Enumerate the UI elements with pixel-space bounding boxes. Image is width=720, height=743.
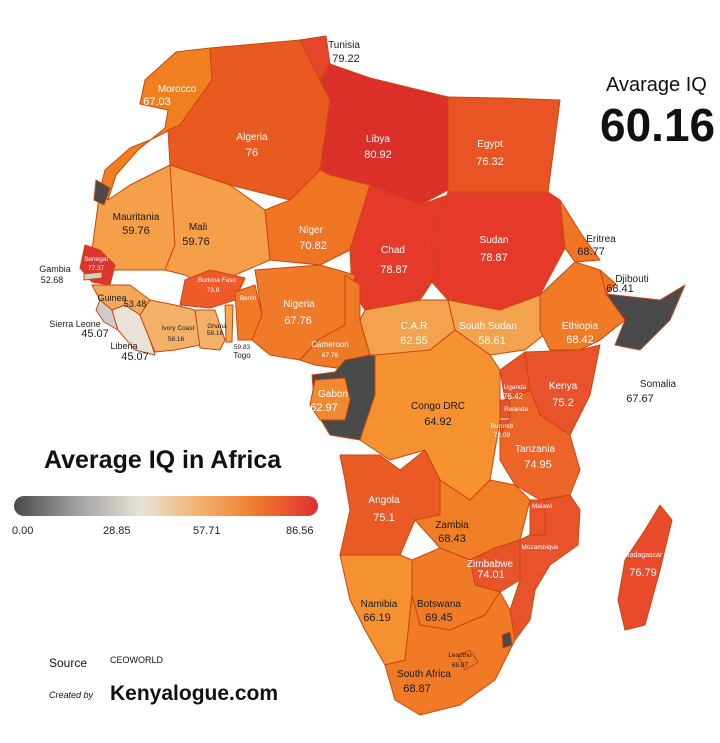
country-eritrea bbox=[559, 199, 601, 263]
color-scale-bar bbox=[14, 496, 318, 516]
scale-label-max: 86.56 bbox=[286, 525, 314, 537]
label-libya: Libya 80.92 bbox=[364, 134, 392, 161]
label-sudan: Sudan 78.87 bbox=[480, 235, 509, 264]
label-benin: Benin bbox=[240, 295, 257, 302]
country-chad bbox=[349, 184, 449, 311]
label-malawi: Malawi bbox=[532, 503, 552, 510]
country-sierra-leone bbox=[95, 299, 119, 331]
label-rwanda: Rwanda bbox=[504, 406, 528, 413]
country-somalia bbox=[605, 284, 686, 351]
label-niger: Niger 70.82 bbox=[299, 225, 327, 252]
country-cameroon bbox=[299, 274, 371, 371]
source-label: Source bbox=[49, 656, 88, 670]
label-kenya: Kenya 75.2 bbox=[549, 381, 578, 409]
scale-label-q2: 57.71 bbox=[193, 525, 221, 537]
label-ghana: Ghana 58.16 bbox=[207, 323, 227, 337]
country-south-africa bbox=[384, 591, 516, 716]
label-mozambique: Mozambique bbox=[521, 544, 559, 551]
label-mali: Mali 59.76 bbox=[182, 222, 210, 248]
country-gabon bbox=[309, 377, 351, 421]
label-madagascar: Madagascar 76.79 bbox=[624, 552, 663, 579]
label-uganda: Uganda 76.42 bbox=[503, 384, 527, 401]
average-iq-title: Avarage IQ bbox=[606, 74, 707, 96]
country-no-data-eswatini bbox=[501, 631, 513, 649]
label-congo-drc: Congo DRC 64.92 bbox=[411, 401, 465, 428]
scale-label-q1: 28.85 bbox=[103, 525, 131, 537]
label-gambia: Gambia 52.68 bbox=[39, 264, 71, 285]
label-south-sudan: South Sudan 58.61 bbox=[459, 321, 517, 347]
credit-value: Kenyalogue.com bbox=[110, 682, 279, 705]
country-madagascar bbox=[617, 504, 673, 631]
label-djibouti: Djibouti 68.41 bbox=[606, 274, 648, 295]
label-togo: 59.83 Togo bbox=[233, 344, 251, 360]
label-burundi: Burundi 72.09 bbox=[491, 423, 513, 439]
label-tunisia: Tunisia 79.22 bbox=[328, 40, 360, 65]
label-angola: Angola 75.1 bbox=[368, 495, 400, 524]
label-gabon: Gabon 62.97 bbox=[310, 389, 348, 414]
country-liberia bbox=[111, 304, 156, 356]
source-value: CEOWORLD bbox=[110, 655, 164, 665]
label-ivory-coast: Ivory Coast 58.16 bbox=[162, 325, 195, 343]
label-tanzania: Tanzania 74.95 bbox=[515, 444, 555, 471]
label-algeria: Algeria 76 bbox=[236, 132, 268, 159]
label-car: C.A.R 62.55 bbox=[400, 321, 428, 347]
label-lesotho: Lesotho 68.87 bbox=[448, 652, 472, 669]
credit-label: Created by bbox=[49, 690, 94, 700]
country-togo bbox=[224, 304, 234, 343]
country-ghana bbox=[194, 309, 226, 351]
label-botswana: Botswana 69.45 bbox=[417, 599, 461, 624]
label-sierra-leone: Sierra Leone 45.07 bbox=[49, 319, 109, 340]
country-egypt bbox=[447, 96, 561, 193]
average-iq-value: 60.16 bbox=[600, 99, 716, 151]
label-egypt: Egypt 76.32 bbox=[476, 139, 504, 168]
label-nigeria: Nigeria 67.76 bbox=[283, 299, 315, 327]
country-mozambique bbox=[509, 494, 581, 641]
label-chad: Chad 78.87 bbox=[380, 245, 408, 276]
map-title: Average IQ in Africa bbox=[44, 446, 282, 474]
label-senegal: Senegal 77.37 bbox=[84, 256, 108, 272]
country-gambia bbox=[83, 271, 103, 281]
country-lesotho bbox=[457, 649, 479, 671]
label-zimbabwe: Zimbabwe 74.01 bbox=[467, 559, 514, 581]
country-ivory-coast bbox=[139, 299, 201, 353]
label-guinea: Guinea 53.48 bbox=[97, 293, 146, 309]
label-morocco: Morocco 67.03 bbox=[143, 84, 196, 108]
country-namibia bbox=[339, 554, 413, 666]
label-liberia: Liberia 45.07 bbox=[110, 341, 148, 363]
label-somalia: Somalia 67.67 bbox=[626, 379, 676, 405]
country-ethiopia bbox=[539, 261, 626, 351]
label-mauritania: Mauritania 59.76 bbox=[113, 212, 160, 237]
country-no-data-western-sahara bbox=[93, 179, 111, 206]
label-cameroon: Cameroon 67.76 bbox=[311, 340, 348, 359]
label-south-africa: South Africa 68.87 bbox=[397, 669, 451, 695]
label-ethiopia: Ethiopia 68.42 bbox=[562, 321, 599, 346]
label-eritrea: Eritrea 68.77 bbox=[577, 234, 616, 258]
label-namibia: Namibia 66.19 bbox=[361, 599, 398, 624]
label-burkina-faso: Burkina Faso 73.8 bbox=[198, 277, 237, 294]
label-zambia: Zambia 68.43 bbox=[435, 520, 469, 545]
scale-label-min: 0.00 bbox=[12, 525, 34, 537]
